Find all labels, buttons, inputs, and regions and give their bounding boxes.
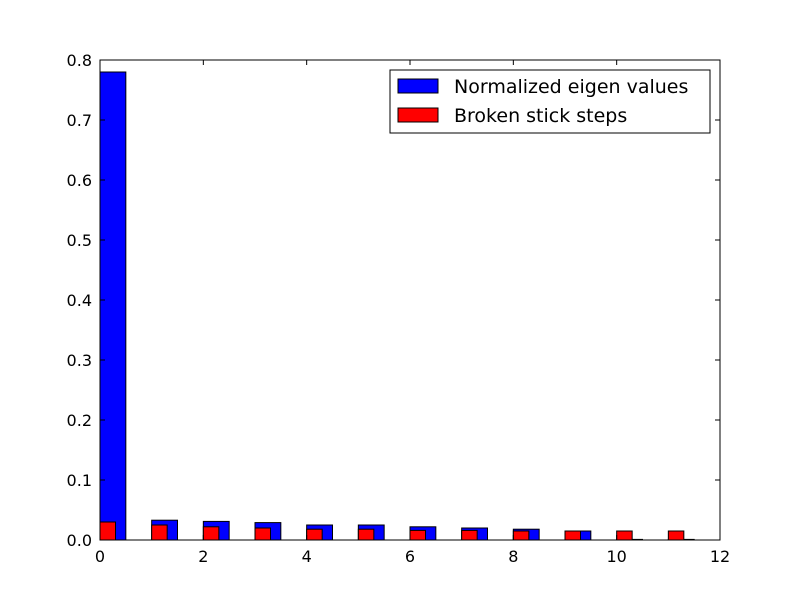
y-tick-label-0: 0.0 — [67, 531, 92, 550]
bar-s1-7 — [461, 529, 478, 541]
y-tick-label-2: 0.2 — [67, 411, 92, 430]
bar-s1-10 — [616, 530, 633, 541]
x-tick-label-3: 6 — [405, 547, 415, 566]
bar-s1-1 — [151, 524, 168, 541]
x-tick-label-5: 10 — [606, 547, 626, 566]
bar-s1-9 — [564, 530, 581, 541]
bar-s1-2 — [202, 526, 220, 541]
y-tick-label-1: 0.1 — [67, 471, 92, 490]
legend-swatch-0 — [397, 78, 439, 94]
legend-label-0: Normalized eigen values — [454, 76, 688, 98]
legend-swatch-1 — [397, 107, 439, 123]
y-tick-label-6: 0.6 — [67, 171, 92, 190]
legend-box — [389, 69, 711, 134]
bar-s1-8 — [512, 530, 530, 541]
y-tick-label-7: 0.7 — [67, 111, 92, 130]
bars-layer — [99, 71, 695, 541]
y-tick-label-5: 0.5 — [67, 231, 92, 250]
legend: Normalized eigen values Broken stick step… — [389, 69, 711, 134]
bar-s0-0 — [99, 71, 127, 541]
ticks-layer: 0 2 4 6 8 10 12 0.0 0.1 0.2 0.3 0.4 0.5 0.6 0.7 0.8 — [67, 51, 731, 566]
x-tick-label-1: 2 — [198, 547, 208, 566]
y-tick-label-3: 0.3 — [67, 351, 92, 370]
x-tick-label-4: 8 — [508, 547, 518, 566]
plot-frame — [99, 59, 721, 541]
y-tick-label-4: 0.4 — [67, 291, 92, 310]
bar-s1-3 — [254, 527, 271, 541]
bar-s1-5 — [357, 528, 375, 541]
bar-s1-0 — [99, 521, 116, 541]
y-tick-label-8: 0.8 — [67, 51, 92, 70]
x-tick-label-6: 12 — [710, 547, 730, 566]
bar-s1-11 — [667, 530, 685, 541]
x-tick-label-2: 4 — [302, 547, 312, 566]
legend-label-1: Broken stick steps — [454, 105, 627, 127]
bar-s1-6 — [409, 529, 426, 541]
bar-s1-4 — [306, 528, 323, 541]
x-tick-label-0: 0 — [95, 547, 105, 566]
